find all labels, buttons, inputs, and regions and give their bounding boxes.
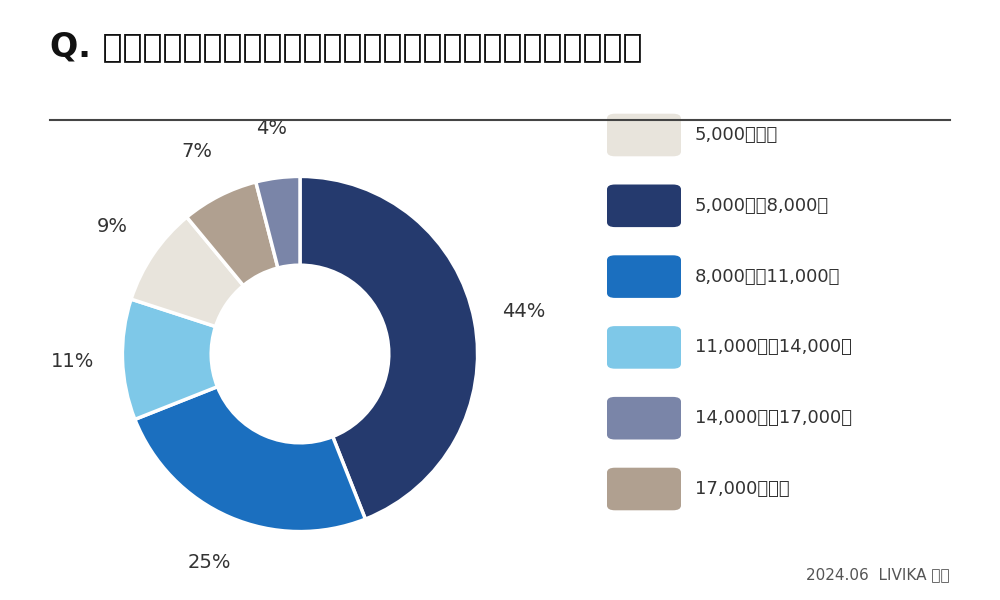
Wedge shape [256, 176, 300, 268]
Text: 11,000円〜14,000円: 11,000円〜14,000円 [695, 338, 852, 356]
Text: 44%: 44% [502, 302, 545, 321]
Text: 25%: 25% [188, 553, 231, 572]
Text: 17,000円以上: 17,000円以上 [695, 480, 790, 498]
Text: 9%: 9% [96, 217, 127, 236]
Text: 5,000円以下: 5,000円以下 [695, 126, 778, 144]
Wedge shape [122, 299, 217, 419]
Wedge shape [187, 182, 278, 286]
Text: 5,000円〜8,000円: 5,000円〜8,000円 [695, 197, 829, 215]
Text: 11%: 11% [51, 352, 94, 371]
Text: 8,000円〜11,000円: 8,000円〜11,000円 [695, 268, 840, 286]
Wedge shape [135, 386, 365, 532]
Text: 14,000円〜17,000円: 14,000円〜17,000円 [695, 409, 852, 427]
Wedge shape [300, 176, 478, 519]
Wedge shape [131, 217, 243, 326]
Text: 4%: 4% [256, 119, 287, 138]
Text: 7%: 7% [181, 142, 212, 161]
Text: Q. 一年間を通して二人暮らしの平均電気代はどのくらいですか: Q. 一年間を通して二人暮らしの平均電気代はどのくらいですか [50, 30, 642, 63]
Text: 2024.06  LIVIKA 調査: 2024.06 LIVIKA 調査 [806, 567, 950, 582]
